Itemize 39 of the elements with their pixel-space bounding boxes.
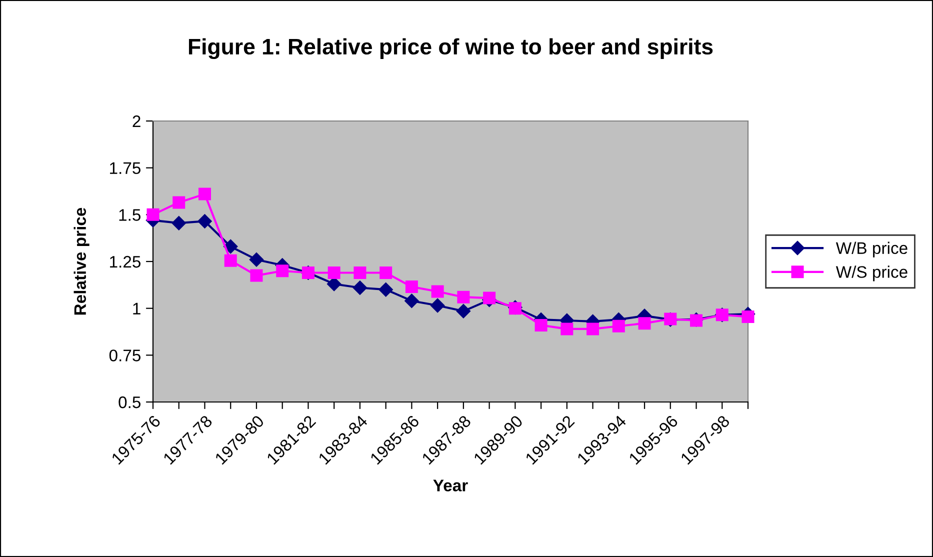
point [352, 280, 368, 295]
chart-title: Figure 1: Relative price of wine to beer and spirits [188, 38, 713, 60]
point [742, 310, 754, 324]
y-tick-label: 0.75 [109, 350, 140, 362]
point [224, 254, 237, 267]
point [328, 266, 340, 279]
point [172, 196, 186, 209]
point [380, 266, 392, 279]
point [560, 322, 574, 336]
point [404, 294, 419, 308]
y-tick-label: 1.25 [110, 256, 140, 268]
legend-label: W/B price [836, 242, 908, 258]
point [431, 285, 444, 298]
point [354, 266, 366, 279]
y-tick-label: 0.5 [118, 396, 140, 408]
y-tick-label: 1.75 [110, 162, 140, 174]
point [430, 298, 445, 313]
point [483, 292, 496, 304]
y-tick-label: 1.5 [119, 209, 140, 221]
point [638, 317, 651, 330]
point [276, 264, 289, 278]
point [534, 318, 548, 332]
y-tick-label: 1 [133, 302, 140, 314]
point [456, 304, 471, 318]
x-axis-title: Year [433, 480, 468, 492]
point [378, 282, 393, 297]
point [612, 320, 625, 332]
point [249, 252, 264, 267]
point [172, 216, 186, 230]
point [457, 290, 470, 304]
point [198, 188, 211, 200]
legend-label: W/S price [836, 266, 908, 282]
y-tick-label: 2 [132, 115, 140, 128]
point [146, 208, 160, 221]
point [586, 322, 600, 336]
y-axis-title: Relative price [74, 208, 90, 315]
point [198, 214, 212, 228]
point [250, 269, 263, 282]
point [405, 280, 418, 294]
